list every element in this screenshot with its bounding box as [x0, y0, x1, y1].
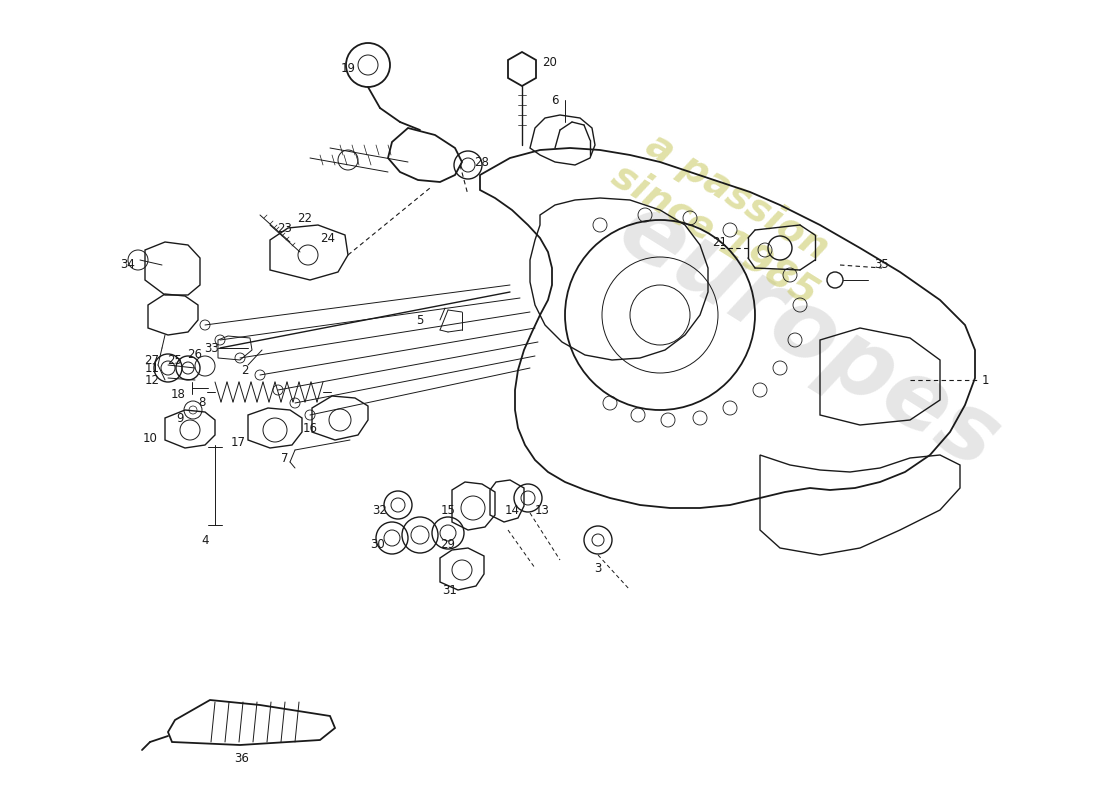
Text: 15: 15	[441, 503, 455, 517]
Text: europes: europes	[602, 183, 1015, 489]
Text: 13: 13	[535, 503, 549, 517]
Text: 12: 12	[144, 374, 159, 386]
Text: 32: 32	[373, 503, 387, 517]
Text: 30: 30	[371, 538, 385, 551]
Text: 8: 8	[198, 395, 206, 409]
Text: 11: 11	[144, 362, 159, 374]
Text: 34: 34	[121, 258, 135, 271]
Text: 3: 3	[594, 562, 602, 574]
Text: 26: 26	[187, 349, 202, 362]
Text: 10: 10	[143, 431, 157, 445]
Text: 25: 25	[167, 354, 183, 366]
Text: 5: 5	[416, 314, 424, 326]
Text: 36: 36	[234, 751, 250, 765]
Text: 23: 23	[277, 222, 293, 234]
Text: 35: 35	[874, 258, 890, 271]
Text: 4: 4	[201, 534, 209, 546]
Text: 9: 9	[176, 411, 184, 425]
Text: 31: 31	[442, 583, 458, 597]
Text: 17: 17	[231, 435, 245, 449]
Text: 29: 29	[440, 538, 455, 551]
Text: 6: 6	[551, 94, 559, 106]
Text: 16: 16	[302, 422, 318, 434]
Text: 22: 22	[297, 211, 312, 225]
Text: 27: 27	[144, 354, 159, 366]
Text: 33: 33	[205, 342, 219, 354]
Text: 21: 21	[713, 235, 727, 249]
Text: 7: 7	[282, 451, 288, 465]
Text: 18: 18	[170, 389, 186, 402]
Text: 2: 2	[241, 363, 249, 377]
Text: 19: 19	[341, 62, 355, 74]
Text: 1: 1	[981, 374, 989, 386]
Text: 20: 20	[542, 55, 558, 69]
Text: 14: 14	[505, 503, 519, 517]
Text: 28: 28	[474, 155, 490, 169]
Text: 24: 24	[320, 231, 336, 245]
Text: a passion
since 1985: a passion since 1985	[605, 119, 847, 313]
